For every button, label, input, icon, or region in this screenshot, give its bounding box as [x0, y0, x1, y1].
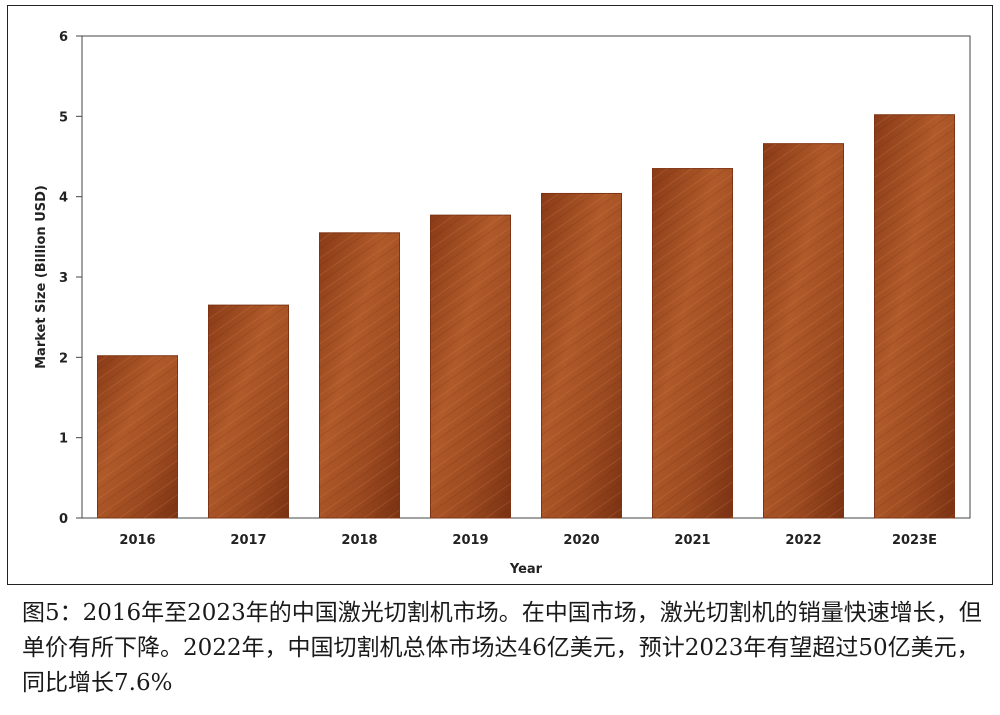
figure-caption: 图5：2016年至2023年的中国激光切割机市场。在中国市场，激光切割机的销量快…: [22, 600, 982, 696]
y-tick-label: 3: [59, 271, 68, 286]
y-tick-label: 0: [59, 512, 68, 527]
y-tick-label: 4: [59, 191, 68, 206]
y-tick-label: 1: [59, 432, 68, 447]
bar-2021: [652, 168, 733, 519]
bar-2023e: [874, 114, 955, 519]
x-tick-label: 2017: [230, 533, 266, 548]
x-tick-label: 2020: [563, 533, 599, 548]
y-tick-label: 5: [59, 110, 68, 125]
x-tick-label: 2016: [119, 533, 155, 548]
bar-chart: 0 1 2 3 4 5 6 2016 2017 2018 2019 2020 2021 2022 2023…: [34, 30, 971, 577]
x-tick-label: 2023E: [892, 533, 937, 548]
x-tick-label: 2018: [341, 533, 377, 548]
x-tick-label: 2022: [785, 533, 821, 548]
bar-2016: [97, 355, 178, 519]
x-tick-label: 2021: [674, 533, 710, 548]
x-tick-label: 2019: [452, 533, 488, 548]
bar-2018: [319, 232, 400, 519]
y-tick-label: 6: [59, 30, 68, 45]
x-axis-title: Year: [509, 562, 543, 577]
bar-2022: [763, 143, 844, 519]
bar-2019: [430, 214, 511, 519]
bar-2017: [208, 304, 289, 519]
y-tick-label: 2: [59, 351, 68, 366]
y-axis-title: Market Size (Billion USD): [34, 185, 49, 369]
bar-2020: [541, 192, 622, 519]
